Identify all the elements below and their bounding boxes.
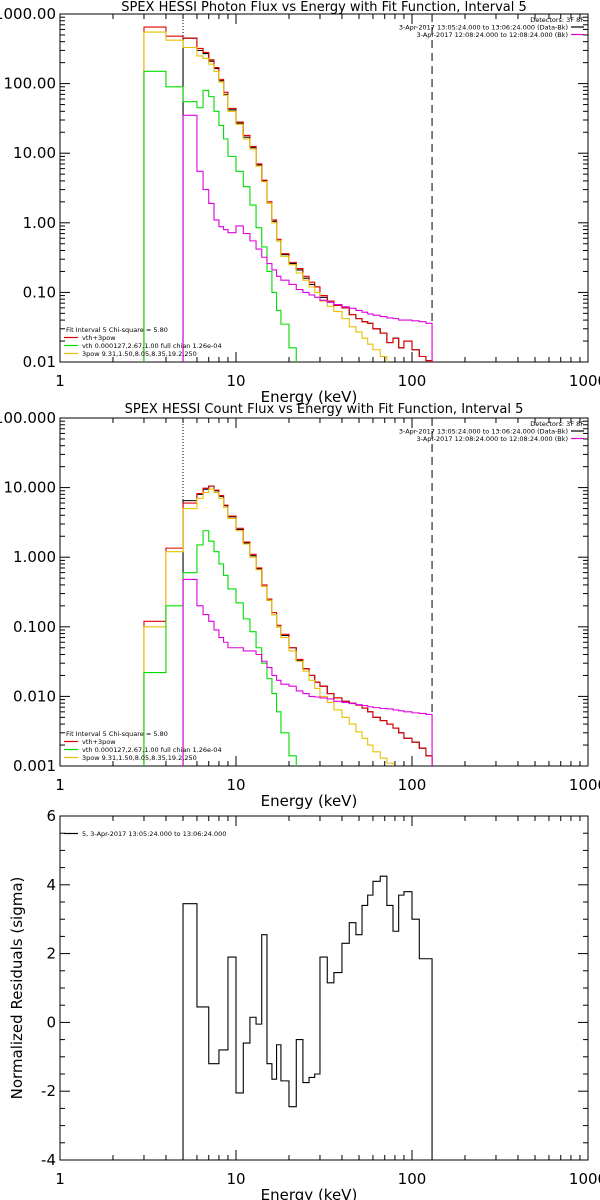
y-tick-label: 0.010 (13, 687, 56, 705)
series-line-black (182, 485, 433, 766)
y-tick-label: 100.000 (0, 409, 56, 427)
x-axis-label: Energy (keV) (261, 792, 358, 810)
legend-left-entry: vth 0.000127,2.67,1.00 full chian 1.26e-… (82, 746, 222, 754)
chart-title: SPEX HESSI Count Flux vs Energy with Fit… (125, 402, 524, 417)
series-line-magenta (182, 578, 433, 766)
legend-right-entry: 3-Apr-2017 12:08:24.000 to 12:08:24.000 … (417, 435, 568, 443)
series-line-magenta (182, 114, 433, 362)
y-tick-label: -2 (41, 1082, 56, 1100)
x-tick-label: 100 (398, 776, 427, 794)
legend-left-entry: Fit Interval 5 Chi-square = 5.80 (66, 730, 168, 738)
chart-title: SPEX HESSI Photon Flux vs Energy with Fi… (121, 0, 527, 15)
y-tick-label: 0.10 (23, 283, 56, 301)
legend-right-entry: 3-Apr-2017 13:05:24.000 to 13:06:24.000 … (399, 24, 568, 32)
series-line-green (143, 70, 297, 362)
x-tick-label: 1 (55, 372, 65, 390)
series-line-black (182, 875, 433, 1160)
x-tick-label: 1000 (569, 1170, 600, 1188)
x-axis-label: Energy (keV) (261, 388, 358, 406)
plot-frame (59, 815, 589, 1161)
y-tick-label: 1000.00 (0, 5, 56, 23)
y-tick-label: 100.00 (4, 75, 57, 93)
plot-frame (59, 417, 589, 767)
legend-left-entry: vth+3pow (82, 738, 116, 746)
y-tick-label: 4 (46, 876, 56, 894)
x-tick-label: 1000 (569, 776, 600, 794)
y-tick-label: 1.00 (23, 214, 56, 232)
y-axis-label: Normalized Residuals (sigma) (8, 877, 26, 1100)
y-tick-label: 10.00 (13, 144, 56, 162)
y-tick-label: -4 (41, 1151, 56, 1169)
legend-left-entry: 5, 3-Apr-2017 13:05:24.000 to 13:06:24.0… (82, 830, 226, 838)
legend-left-entry: vth 0.000127,2.67,1.00 full chian 1.26e-… (82, 342, 222, 350)
y-tick-label: 1.000 (13, 548, 56, 566)
x-tick-label: 1 (55, 776, 65, 794)
series-line-red (143, 26, 433, 362)
x-tick-label: 1000 (569, 372, 600, 390)
series-line-yellow (143, 488, 394, 766)
legend-right-entry: 3-Apr-2017 12:08:24.000 to 12:08:24.000 … (417, 31, 568, 39)
x-axis-label: Energy (keV) (261, 1186, 358, 1200)
legend-right-entry: 3-Apr-2017 13:05:24.000 to 13:06:24.000 … (399, 428, 568, 436)
x-tick-label: 1 (55, 1170, 65, 1188)
plot-frame (59, 13, 589, 363)
series-line-yellow (143, 31, 388, 362)
series-line-green (143, 530, 297, 766)
legend-left-entry: Fit Interval 5 Chi-square = 5.80 (66, 326, 168, 334)
series-line-red (143, 485, 433, 766)
y-tick-label: 0.100 (13, 618, 56, 636)
x-tick-label: 10 (226, 372, 245, 390)
legend-left-entry: 3pow 9.31,1.50,8.05,8.35,19.2,250 (82, 350, 197, 358)
y-tick-label: 6 (46, 807, 56, 825)
legend-right-entry: Detectors: 3F 8F (530, 16, 584, 24)
y-tick-label: 0.01 (23, 353, 56, 371)
x-tick-label: 10 (226, 776, 245, 794)
x-tick-label: 100 (398, 1170, 427, 1188)
y-tick-label: 0.001 (13, 757, 56, 775)
legend-left-entry: 3pow 9.31,1.50,8.05,8.35,19.2,250 (82, 754, 197, 762)
legend-right-entry: Detectors: 3F 8F (530, 420, 584, 428)
y-tick-label: 0 (46, 1013, 56, 1031)
x-tick-label: 10 (226, 1170, 245, 1188)
x-tick-label: 100 (398, 372, 427, 390)
y-tick-label: 10.000 (4, 479, 57, 497)
legend-left-entry: vth+3pow (82, 334, 116, 342)
y-tick-label: 2 (46, 945, 56, 963)
